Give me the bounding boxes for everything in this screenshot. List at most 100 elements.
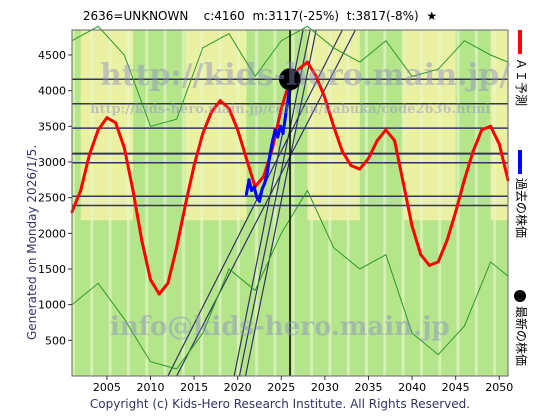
forecast-point-46 — [471, 149, 475, 153]
forecast-point-32 — [349, 164, 353, 168]
lower_envelope-line — [71, 189, 509, 370]
forecast-point-41 — [428, 263, 432, 267]
band-stripe-4 — [145, 30, 149, 376]
forecast-point-3 — [96, 128, 100, 132]
band-yellow-3 — [403, 30, 456, 221]
target-price-label: t:3817(-8%) — [346, 9, 419, 23]
legend-latest: 最新の株価 — [513, 290, 530, 366]
x-tick-label-4: 2025 — [267, 381, 295, 394]
legend-forecast-label: ＡＩ予測 — [514, 58, 528, 107]
star-icon: ★ — [426, 9, 438, 23]
forecast-point-15 — [201, 131, 205, 135]
band-stripe-0 — [72, 30, 75, 376]
forecast-point-14 — [192, 164, 196, 168]
forecast-point-47 — [480, 128, 484, 132]
legend-history: 過去の株価 — [513, 150, 530, 238]
forecast-point-11 — [166, 281, 170, 285]
envelope-lines — [71, 25, 509, 370]
watermark-mid: http://kids-hero.main.jp/cgi-bin/kabuka/… — [90, 102, 491, 117]
band-stripe-16 — [364, 30, 368, 376]
forecast-point-37 — [393, 139, 397, 143]
current-price-marker — [279, 30, 301, 376]
y-tick-label-1: 1000 — [38, 299, 66, 312]
forecast-point-18 — [227, 106, 231, 110]
forecast-point-6 — [122, 146, 126, 150]
forecast-point-17 — [218, 99, 222, 103]
forecast-point-26 — [297, 67, 301, 71]
band-stripe-5 — [163, 30, 167, 376]
band-stripe-1 — [90, 30, 94, 376]
y-tick-label-6: 3500 — [38, 120, 66, 133]
forecast-point-39 — [410, 224, 414, 228]
forecast-point-12 — [175, 246, 179, 250]
forecast-point-30 — [332, 124, 336, 128]
history-point-2 — [250, 189, 254, 193]
forecast-point-38 — [401, 181, 405, 185]
forecast-point-45 — [462, 178, 466, 182]
legend-latest-label: 最新の株価 — [514, 306, 528, 367]
x-tick-label-5: 2030 — [311, 381, 339, 394]
history-point-7 — [263, 181, 267, 185]
copyright-footer: Copyright (c) Kids-Hero Research Institu… — [89, 397, 471, 411]
trend-line-3 — [167, 29, 343, 377]
y-tick-label-8: 4500 — [38, 49, 66, 62]
history-point-16 — [286, 96, 290, 100]
band-stripe-6 — [181, 30, 185, 376]
forecast-point-7 — [131, 189, 135, 193]
legend-forecast: ＡＩ予測 — [513, 30, 530, 106]
y-tick-label-7: 4000 — [38, 85, 66, 98]
forecast-point-4 — [105, 116, 109, 120]
plot-frame — [71, 29, 509, 377]
x-tick-label-0: 2005 — [93, 381, 121, 394]
history-point-11 — [273, 128, 277, 132]
history-point-1 — [247, 178, 251, 182]
history-point-9 — [268, 153, 272, 157]
forecast-point-22 — [262, 174, 266, 178]
x-tick-label-8: 2045 — [442, 381, 470, 394]
upper_envelope-line — [71, 25, 509, 127]
forecast-point-40 — [419, 253, 423, 257]
band-stripe-12 — [291, 30, 295, 376]
forecast-point-36 — [384, 128, 388, 132]
forecast-point-29 — [323, 96, 327, 100]
x-tick-label-6: 2035 — [354, 381, 382, 394]
trend-line-1 — [238, 29, 311, 377]
watermark-bottom: info@kids-hero.main.jp — [110, 312, 450, 342]
forecast-point-13 — [183, 203, 187, 207]
generated-date-text: Generated on Monday 2026/1/5. — [25, 144, 39, 340]
forecast-point-42 — [436, 260, 440, 264]
band-stripe-13 — [310, 30, 314, 376]
forecast-point-49 — [497, 142, 501, 146]
forecast-point-43 — [445, 238, 449, 242]
legend-forecast-swatch — [518, 30, 523, 54]
history-point-3 — [252, 185, 256, 189]
band-stripe-19 — [419, 30, 423, 376]
history-point-6 — [260, 187, 264, 191]
band-stripe-3 — [126, 30, 130, 376]
forecast-point-35 — [375, 139, 379, 143]
y-tick-label-0: 500 — [45, 334, 66, 347]
history-point-12 — [276, 135, 280, 139]
history-point-5 — [257, 199, 261, 203]
forecast-point-2 — [87, 153, 91, 157]
history-point-10 — [271, 139, 275, 143]
legend-latest-dot-icon — [514, 290, 527, 302]
history-point-15 — [284, 114, 288, 118]
x-tick-label-7: 2040 — [398, 381, 426, 394]
band-stripe-23 — [493, 30, 497, 376]
forecast-point-34 — [366, 156, 370, 160]
band-stripe-7 — [200, 30, 204, 376]
band-stripe-15 — [346, 30, 350, 376]
forecast-point-5 — [114, 121, 118, 125]
history-point-8 — [265, 171, 269, 175]
trend-line-4 — [176, 29, 356, 377]
y-tick-label-3: 2000 — [38, 227, 66, 240]
band-stripe-20 — [438, 30, 442, 376]
x-tick-label-3: 2020 — [224, 381, 252, 394]
mean-price-label: m:3117(-25%) — [252, 9, 340, 23]
x-tick-label-9: 2050 — [485, 381, 513, 394]
forecast-point-10 — [157, 292, 161, 296]
stock-code-name: 2636=UNKNOWN — [82, 9, 189, 23]
band-stripe-18 — [401, 30, 405, 376]
legend-history-label: 過去の株価 — [514, 178, 528, 239]
